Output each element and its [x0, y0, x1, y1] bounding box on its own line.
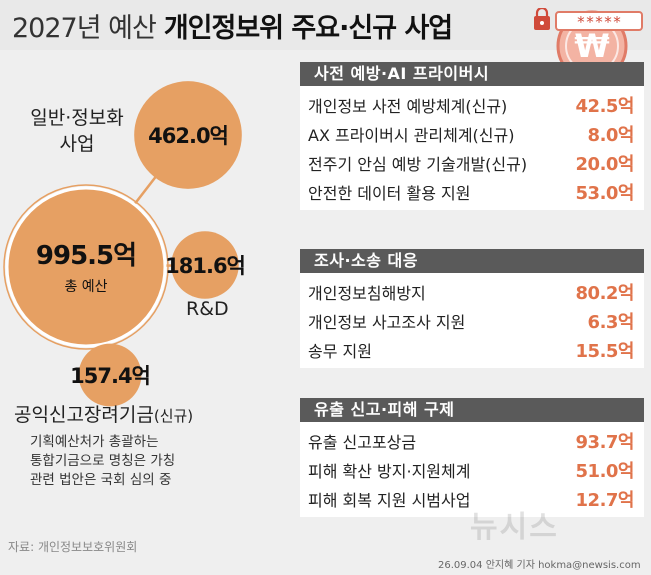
row-value: 51.0억: [575, 460, 635, 482]
row-label: 안전한 데이터 활용 지원: [308, 183, 471, 203]
section-header: 사전 예방·AI 프라이버시: [300, 62, 644, 86]
row-value: 6.3억: [587, 311, 635, 333]
table-row: 개인정보침해방지 80.2억: [300, 277, 644, 306]
won-icon: ₩: [574, 27, 609, 65]
fund-bubble-value: 157.4억: [70, 364, 150, 388]
row-label: 전주기 안심 예방 기술개발(신규): [308, 154, 528, 174]
fund-bubble: [78, 343, 142, 407]
section-prevention-ai: 사전 예방·AI 프라이버시 개인정보 사전 예방체계(신규) 42.5억 AX …: [300, 62, 644, 210]
table-row: 전주기 안심 예방 기술개발(신규) 20.0억: [300, 148, 644, 177]
table-row: 유출 신고포상금 93.7억: [300, 426, 644, 455]
page-title: 2027년 예산 개인정보위 주요·신규 사업: [12, 6, 453, 45]
row-value: 93.7억: [575, 431, 635, 453]
general-business-label: 일반·정보화 사업: [22, 105, 132, 157]
table-row: 피해 확산 방지·지원체계 51.0억: [300, 455, 644, 484]
rnd-bubble-value: 181.6억: [165, 254, 245, 278]
row-label: 피해 확산 방지·지원체계: [308, 461, 471, 481]
row-label: 송무 지원: [308, 341, 372, 361]
credit-line: 26.09.04 안지혜 기자 hokma@newsis.com: [438, 560, 641, 571]
table-row: 피해 회복 지원 시범사업 12.7억: [300, 484, 644, 513]
section-header: 조사·소송 대응: [300, 249, 644, 273]
row-value: 80.2억: [575, 282, 635, 304]
fund-label-suffix: (신규): [153, 407, 194, 425]
row-label: 개인정보침해방지: [308, 283, 426, 303]
row-value: 20.0억: [575, 153, 635, 175]
table-row: 개인정보 사전 예방체계(신규) 42.5억: [300, 90, 644, 119]
bubble-nodes: 995.5억총 예산 462.0억 181.6억 157.4억: [3, 81, 246, 407]
row-value: 15.5억: [575, 340, 635, 362]
row-value: 8.0억: [587, 124, 635, 146]
title-year: 2027년 예산: [12, 13, 157, 44]
total-budget-ring: [3, 184, 169, 350]
section-investigation-litigation: 조사·소송 대응 개인정보침해방지 80.2억 개인정보 사고조사 지원 6.3억 …: [300, 249, 644, 368]
general-business-label-line1: 일반·정보화: [30, 107, 124, 129]
fund-note: 기획예산처가 총괄하는 통합기금으로 명칭은 가칭 관련 법안은 국회 심의 중: [30, 433, 175, 490]
fund-label-name: 공익신고장려기금: [14, 404, 154, 426]
fund-label: 공익신고장려기금(신규): [14, 400, 193, 427]
password-stars: *****: [576, 13, 621, 31]
row-label: 유출 신고포상금: [308, 432, 417, 452]
section-leak-relief: 유출 신고·피해 구제 유출 신고포상금 93.7억 피해 확산 방지·지원체계 5…: [300, 398, 644, 517]
table-row: 송무 지원 15.5억: [300, 335, 644, 364]
table-row: AX 프라이버시 관리체계(신규) 8.0억: [300, 119, 644, 148]
title-main: 개인정보위 주요·신규 사업: [163, 13, 453, 44]
budget-bubble-chart: 995.5억총 예산 462.0억 181.6억 157.4억: [3, 81, 246, 407]
row-label: 개인정보 사고조사 지원: [308, 312, 466, 332]
row-label: 피해 회복 지원 시범사업: [308, 490, 471, 510]
table-row: 안전한 데이터 활용 지원 53.0억: [300, 177, 644, 206]
fund-note-line1: 기획예산처가 총괄하는: [30, 434, 159, 450]
row-value: 42.5억: [575, 95, 635, 117]
fund-note-line3: 관련 법안은 국회 심의 중: [30, 472, 172, 488]
rnd-label: R&D: [186, 298, 229, 320]
total-budget-caption: 총 예산: [64, 279, 107, 295]
password-field-icon: [555, 11, 643, 31]
table-row: 개인정보 사고조사 지원 6.3억: [300, 306, 644, 335]
general-business-bubble-value: 462.0억: [148, 124, 228, 148]
row-value: 53.0억: [575, 182, 635, 204]
fund-note-line2: 통합기금으로 명칭은 가칭: [30, 453, 176, 469]
rnd-bubble: [171, 231, 239, 299]
general-business-label-line2: 사업: [59, 133, 95, 155]
row-label: 개인정보 사전 예방체계(신규): [308, 96, 508, 116]
section-header: 유출 신고·피해 구제: [300, 398, 644, 422]
source-note: 자료: 개인정보보호위원회: [8, 540, 138, 554]
general-business-bubble: [134, 81, 242, 189]
total-budget-bubble: [5, 186, 167, 348]
row-label: AX 프라이버시 관리체계(신규): [308, 125, 515, 145]
total-budget-bubble-value: 995.5억: [36, 241, 136, 271]
watermark: 뉴시스: [470, 510, 559, 545]
row-value: 12.7억: [575, 489, 635, 511]
